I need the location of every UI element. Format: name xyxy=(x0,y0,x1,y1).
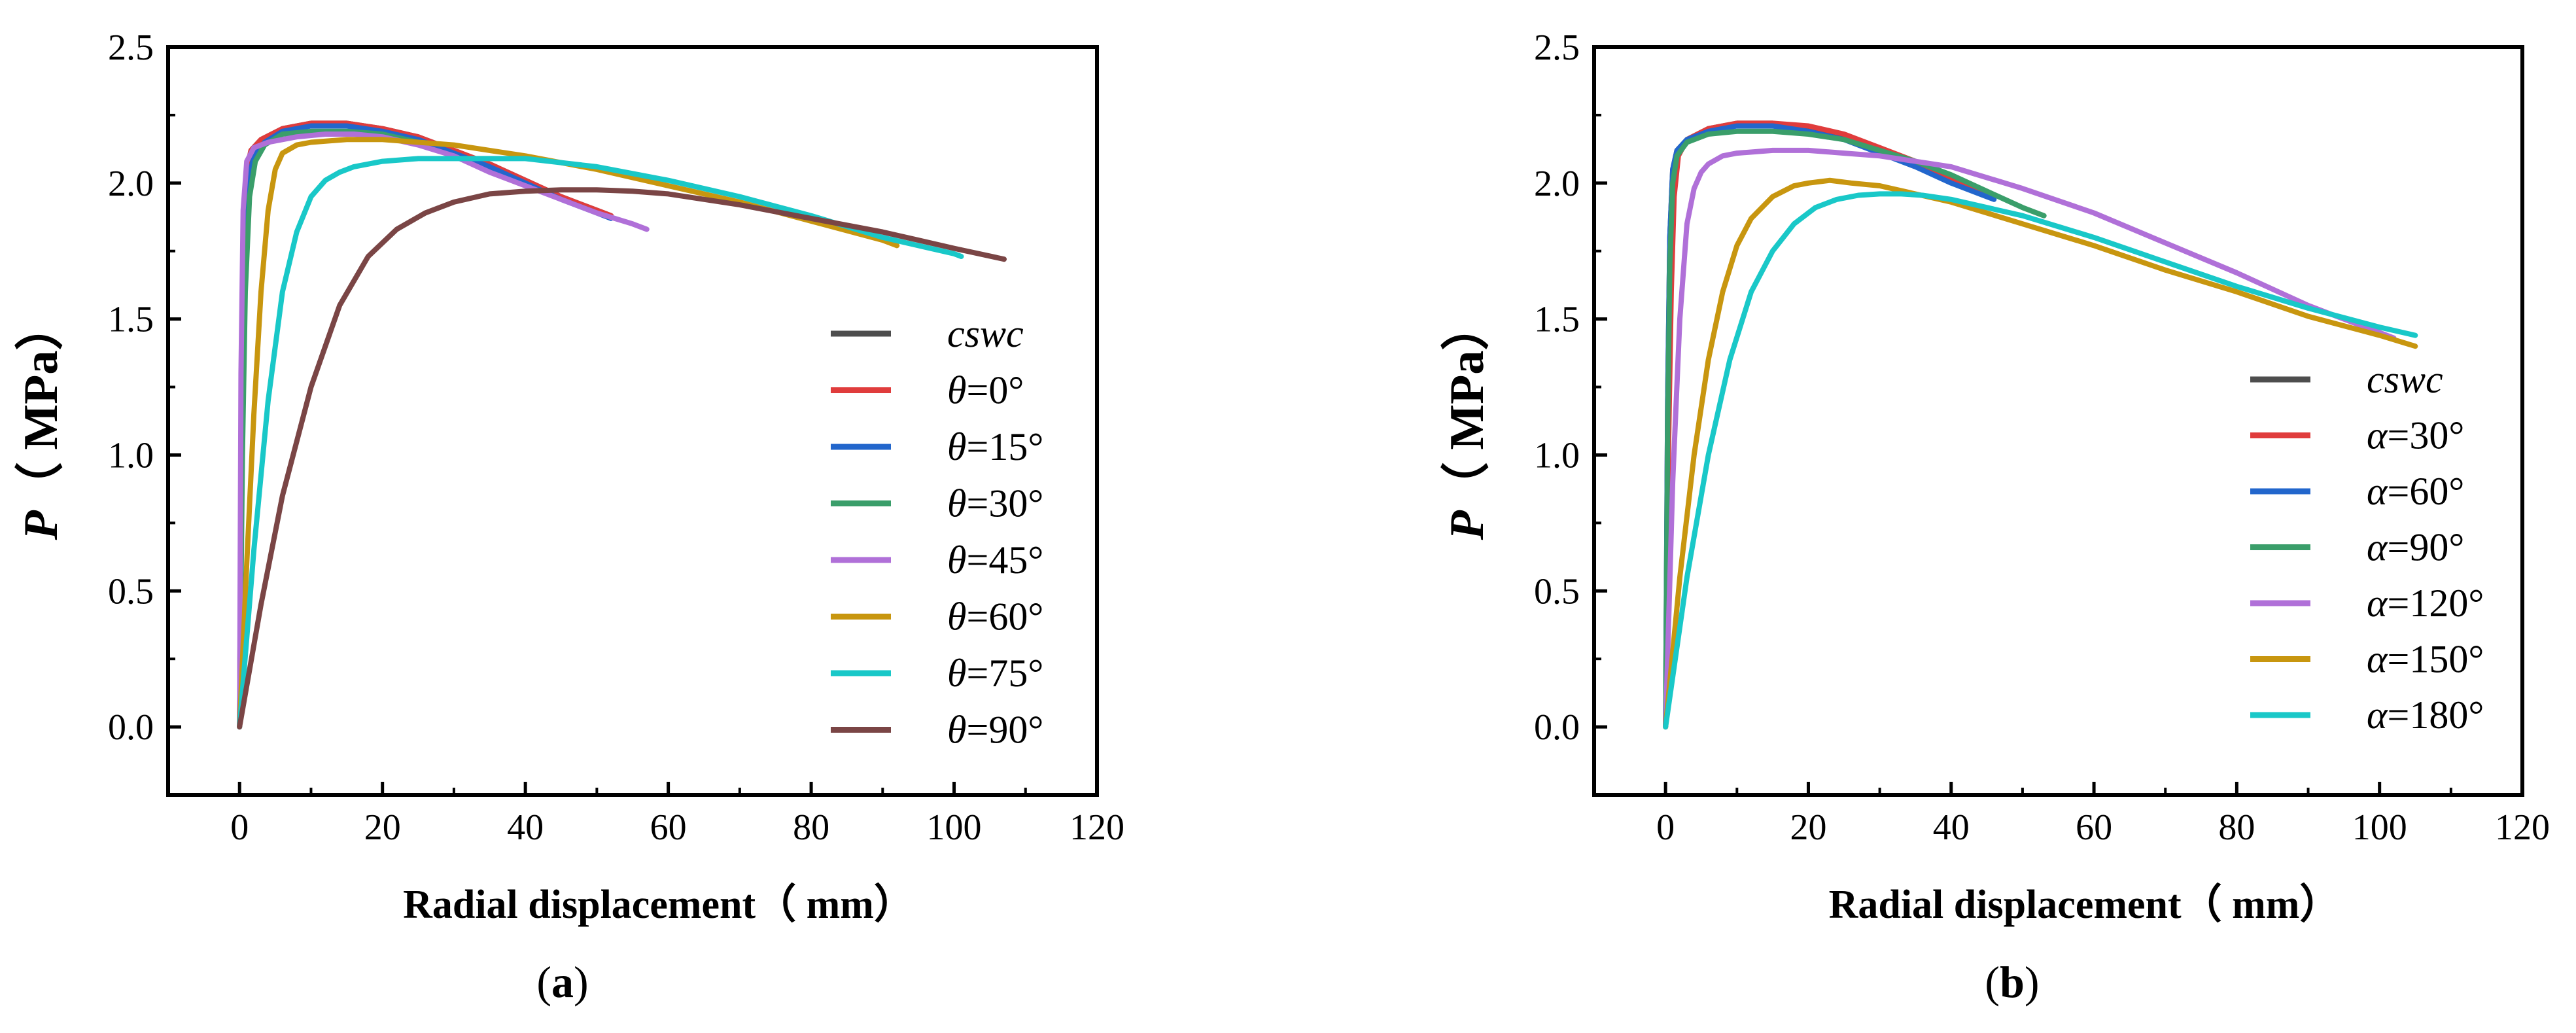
x-tick-label: 40 xyxy=(507,807,544,848)
y-tick-label: 1.0 xyxy=(1534,435,1580,476)
series-lines xyxy=(1663,120,2418,730)
y-tick-label: 1.5 xyxy=(1534,300,1580,340)
legend-label: α=90° xyxy=(2367,526,2464,569)
x-tick-label: 20 xyxy=(364,807,401,848)
series-line-5 xyxy=(1663,177,2418,730)
y-axis-title: P（ MPa） xyxy=(1440,302,1494,541)
panel-a: 0 20 40 60 80 100 120 0.0 0.5 1.0 1.5 2.0 2.5 Radial … xyxy=(14,27,1124,1007)
legend: cswc α=30° α=60° α=90° α=120° α=150° α=180° xyxy=(2250,358,2484,737)
legend-label: cswc xyxy=(947,312,1024,355)
x-axis-title: Radial displacement（ mm） xyxy=(403,881,914,927)
legend-label: α=150° xyxy=(2367,638,2484,681)
panel-b: 0 20 40 60 80 100 120 0.0 0.5 1.0 1.5 2.0 2.5 Radial … xyxy=(1440,27,2550,1007)
x-tick-label: 60 xyxy=(650,807,687,848)
series-line-5 xyxy=(237,137,900,730)
y-tick-label: 0.0 xyxy=(108,707,154,748)
legend-label: θ=60° xyxy=(947,595,1043,639)
series-line-6 xyxy=(237,156,964,730)
x-tick-label: 0 xyxy=(230,807,249,848)
y-tick-label: 1.0 xyxy=(108,435,154,476)
plot-frame xyxy=(166,45,1099,797)
legend-label: α=30° xyxy=(2367,414,2464,457)
series-line-7 xyxy=(237,187,1007,730)
y-tick-label: 2.5 xyxy=(1534,27,1580,68)
legend-label: α=120° xyxy=(2367,582,2484,625)
y-tick-label: 2.0 xyxy=(1534,164,1580,204)
x-tick-label: 100 xyxy=(927,807,982,848)
legend-label: θ=75° xyxy=(947,652,1043,695)
y-tick-label: 2.5 xyxy=(108,27,154,68)
y-tick-label: 0.5 xyxy=(1534,571,1580,612)
series-line-4 xyxy=(1663,147,2397,730)
series-line-3 xyxy=(1663,128,2047,730)
y-tick-label: 0.0 xyxy=(1534,707,1580,748)
x-tick-label: 40 xyxy=(1933,807,1970,848)
x-tick-label: 120 xyxy=(2495,807,2550,848)
series-line-6 xyxy=(1663,191,2418,730)
y-tick-label: 0.5 xyxy=(108,571,154,612)
panel-label: (a) xyxy=(536,957,588,1007)
x-tick-label: 100 xyxy=(2352,807,2407,848)
legend-label: θ=45° xyxy=(947,538,1043,582)
legend-label: α=180° xyxy=(2367,693,2484,737)
legend-label: θ=90° xyxy=(947,709,1043,752)
x-tick-label: 0 xyxy=(1656,807,1675,848)
legend-label: α=60° xyxy=(2367,470,2464,513)
legend-label: cswc xyxy=(2367,358,2443,401)
legend-label: θ=0° xyxy=(947,369,1024,412)
y-tick-label: 1.5 xyxy=(108,300,154,340)
x-tick-label: 80 xyxy=(2218,807,2255,848)
x-tick-label: 80 xyxy=(793,807,829,848)
series-lines xyxy=(237,120,1007,730)
plot-frame xyxy=(1592,45,2524,797)
y-tick-label: 2.0 xyxy=(108,164,154,204)
legend-label: θ=30° xyxy=(947,482,1043,525)
x-tick-label: 120 xyxy=(1070,807,1124,848)
x-axis-title: Radial displacement（ mm） xyxy=(1829,881,2341,927)
y-axis-title: P（ MPa） xyxy=(14,302,68,541)
series-line-4 xyxy=(237,131,650,730)
legend-label: θ=15° xyxy=(947,425,1043,468)
x-tick-label: 60 xyxy=(2076,807,2112,848)
x-tick-label: 20 xyxy=(1790,807,1826,848)
panel-label: (b) xyxy=(1985,957,2039,1007)
series-line-2 xyxy=(237,123,614,730)
legend: cswc θ=0° θ=15° θ=30° θ=45° θ=60° θ=75° θ=90° xyxy=(831,312,1043,752)
